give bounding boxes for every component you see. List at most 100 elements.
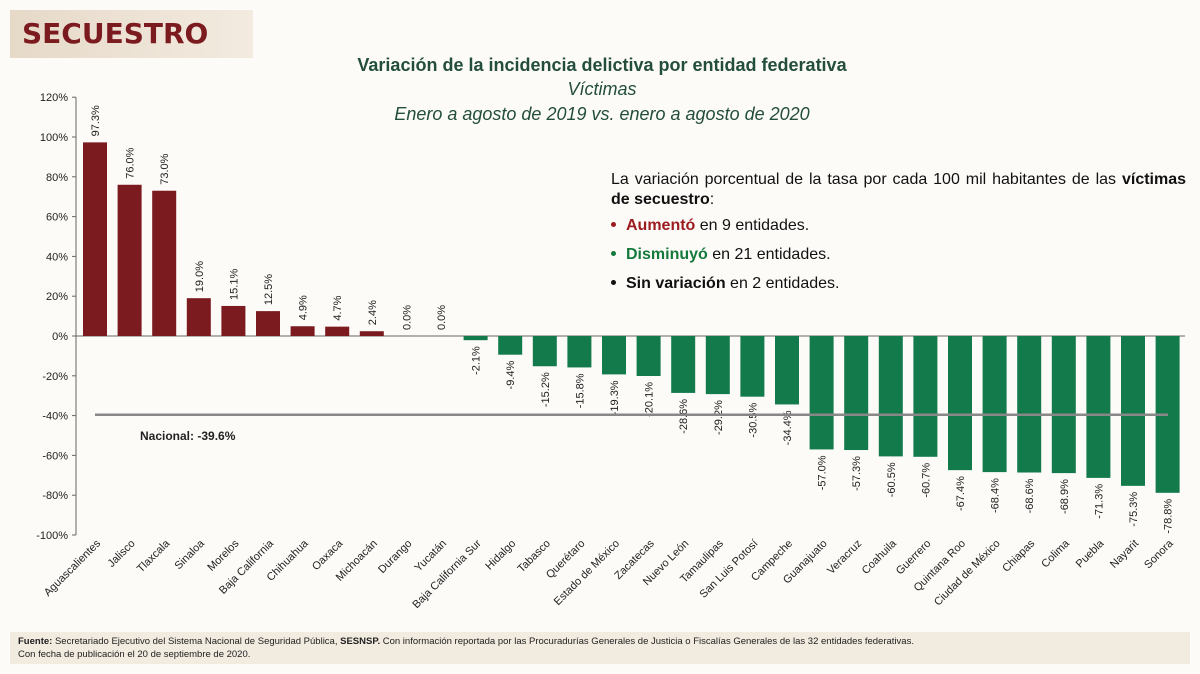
note-item-text: en 9 entidades. bbox=[695, 217, 810, 234]
category-label: Chiapas bbox=[1000, 537, 1037, 574]
bar bbox=[567, 336, 592, 368]
bar bbox=[878, 336, 903, 457]
bar bbox=[844, 336, 869, 451]
y-tick-label: -100% bbox=[36, 530, 68, 542]
data-label: 0.0% bbox=[401, 305, 413, 330]
note-item-text: en 2 entidades. bbox=[725, 275, 840, 292]
y-tick-label: 120% bbox=[40, 92, 68, 104]
bar bbox=[740, 336, 765, 397]
bar bbox=[948, 336, 972, 471]
bar bbox=[186, 298, 211, 336]
source-text: Secretariado Ejecutivo del Sistema Nacio… bbox=[52, 636, 341, 647]
data-label: -9.4% bbox=[505, 361, 517, 390]
note-item-text: en 21 entidades. bbox=[707, 246, 831, 263]
y-tick-label: 20% bbox=[46, 291, 68, 303]
bar bbox=[359, 331, 384, 336]
category-label: Estado de México bbox=[552, 538, 622, 608]
data-label: 73.0% bbox=[159, 153, 171, 184]
data-label: 2.4% bbox=[367, 300, 379, 325]
data-label: -78.8% bbox=[1163, 499, 1175, 534]
bar bbox=[532, 336, 557, 367]
data-label: -2.1% bbox=[471, 346, 483, 375]
bar bbox=[913, 336, 938, 457]
category-label: Baja California Sur bbox=[410, 537, 484, 611]
y-tick-label: -20% bbox=[42, 371, 68, 383]
category-label: Veracruz bbox=[825, 538, 864, 577]
note-item-decrease: Disminuyó en 21 entidades. bbox=[611, 245, 1186, 265]
bar bbox=[636, 336, 661, 376]
bar bbox=[117, 184, 142, 336]
data-label: 19.0% bbox=[194, 261, 206, 292]
chart-title: Variación de la incidencia delictiva por… bbox=[357, 55, 847, 75]
bar bbox=[775, 336, 799, 405]
y-tick-label: 40% bbox=[46, 251, 68, 263]
category-label: Ciudad de México bbox=[932, 538, 1003, 609]
bar bbox=[1086, 336, 1111, 478]
bar bbox=[1017, 336, 1042, 473]
bar bbox=[152, 190, 177, 336]
note-intro: La variación porcentual de la tasa por c… bbox=[611, 171, 1117, 188]
note-intro-bold: víctimas de secuestro bbox=[611, 171, 1187, 208]
data-label: 4.9% bbox=[298, 295, 310, 320]
section-header: SECUESTRO bbox=[10, 10, 253, 58]
data-label: -67.4% bbox=[955, 476, 967, 511]
category-label: Nayarit bbox=[1108, 538, 1141, 571]
bar bbox=[602, 336, 626, 375]
y-tick-label: 80% bbox=[46, 172, 68, 184]
note-intro-end: : bbox=[709, 191, 715, 208]
bar bbox=[83, 142, 107, 336]
source-footer: Fuente: Secretariado Ejecutivo del Siste… bbox=[10, 632, 1190, 664]
bar bbox=[982, 336, 1007, 473]
data-label: -15.8% bbox=[574, 373, 586, 408]
data-label: -19.3% bbox=[609, 380, 621, 415]
bar bbox=[671, 336, 696, 393]
data-label: -60.7% bbox=[920, 463, 932, 498]
bar bbox=[1051, 336, 1076, 474]
publication-date: Con fecha de publicación el 20 de septie… bbox=[18, 649, 251, 660]
data-label: -20.1% bbox=[644, 382, 656, 417]
bar bbox=[325, 326, 350, 336]
national-reference-label: Nacional: -39.6% bbox=[140, 429, 236, 443]
note-item-nochange: Sin variación en 2 entidades. bbox=[611, 274, 1186, 294]
category-label: Coahuila bbox=[860, 537, 900, 577]
data-label: -29.2% bbox=[713, 400, 725, 435]
y-tick-label: -40% bbox=[42, 411, 68, 423]
note-item-bold: Disminuyó bbox=[626, 246, 708, 263]
bar bbox=[498, 336, 523, 355]
data-label: -57.3% bbox=[851, 456, 863, 491]
bar bbox=[290, 326, 315, 336]
bar bbox=[463, 336, 488, 341]
summary-note: La variación porcentual de la tasa por c… bbox=[611, 170, 1186, 303]
data-label: -68.6% bbox=[1024, 478, 1036, 513]
source-label: Fuente: bbox=[18, 636, 53, 647]
chart-period: Enero a agosto de 2019 vs. enero a agost… bbox=[394, 104, 810, 124]
data-label: -30.5% bbox=[747, 402, 759, 437]
y-tick-label: 0% bbox=[52, 331, 68, 343]
bar bbox=[256, 311, 280, 336]
y-tick-label: 60% bbox=[46, 212, 68, 224]
bar bbox=[1121, 336, 1145, 486]
data-label: 0.0% bbox=[436, 305, 448, 330]
data-label: 12.5% bbox=[263, 274, 275, 305]
category-label: Jalisco bbox=[105, 538, 137, 570]
y-tick-label: -60% bbox=[42, 450, 68, 462]
data-label: -57.0% bbox=[817, 455, 829, 490]
data-label: -34.4% bbox=[782, 410, 794, 445]
category-label: Sonora bbox=[1142, 537, 1176, 571]
y-tick-label: -80% bbox=[42, 490, 68, 502]
bar-chart: -100% -80% -60% -40% -20% 0% 20% 40% 60% 80% 100% 1… bbox=[36, 92, 1185, 611]
data-label: -68.9% bbox=[1059, 479, 1071, 514]
data-label: -75.3% bbox=[1128, 492, 1140, 527]
category-label: Colima bbox=[1039, 537, 1072, 570]
source-rest: Con información reportada por las Procur… bbox=[380, 636, 914, 647]
category-label: Puebla bbox=[1074, 537, 1107, 570]
data-label: 15.1% bbox=[228, 269, 240, 300]
category-label: Hidalgo bbox=[483, 538, 518, 573]
y-tick-label: 100% bbox=[40, 132, 68, 144]
note-item-increase: Aumentó en 9 entidades. bbox=[611, 216, 1186, 236]
data-label: -15.2% bbox=[540, 372, 552, 407]
category-label: Durango bbox=[376, 538, 414, 576]
source-bold: SESNSP. bbox=[340, 636, 381, 647]
bullet-icon bbox=[611, 222, 616, 227]
bullet-icon bbox=[611, 251, 616, 256]
